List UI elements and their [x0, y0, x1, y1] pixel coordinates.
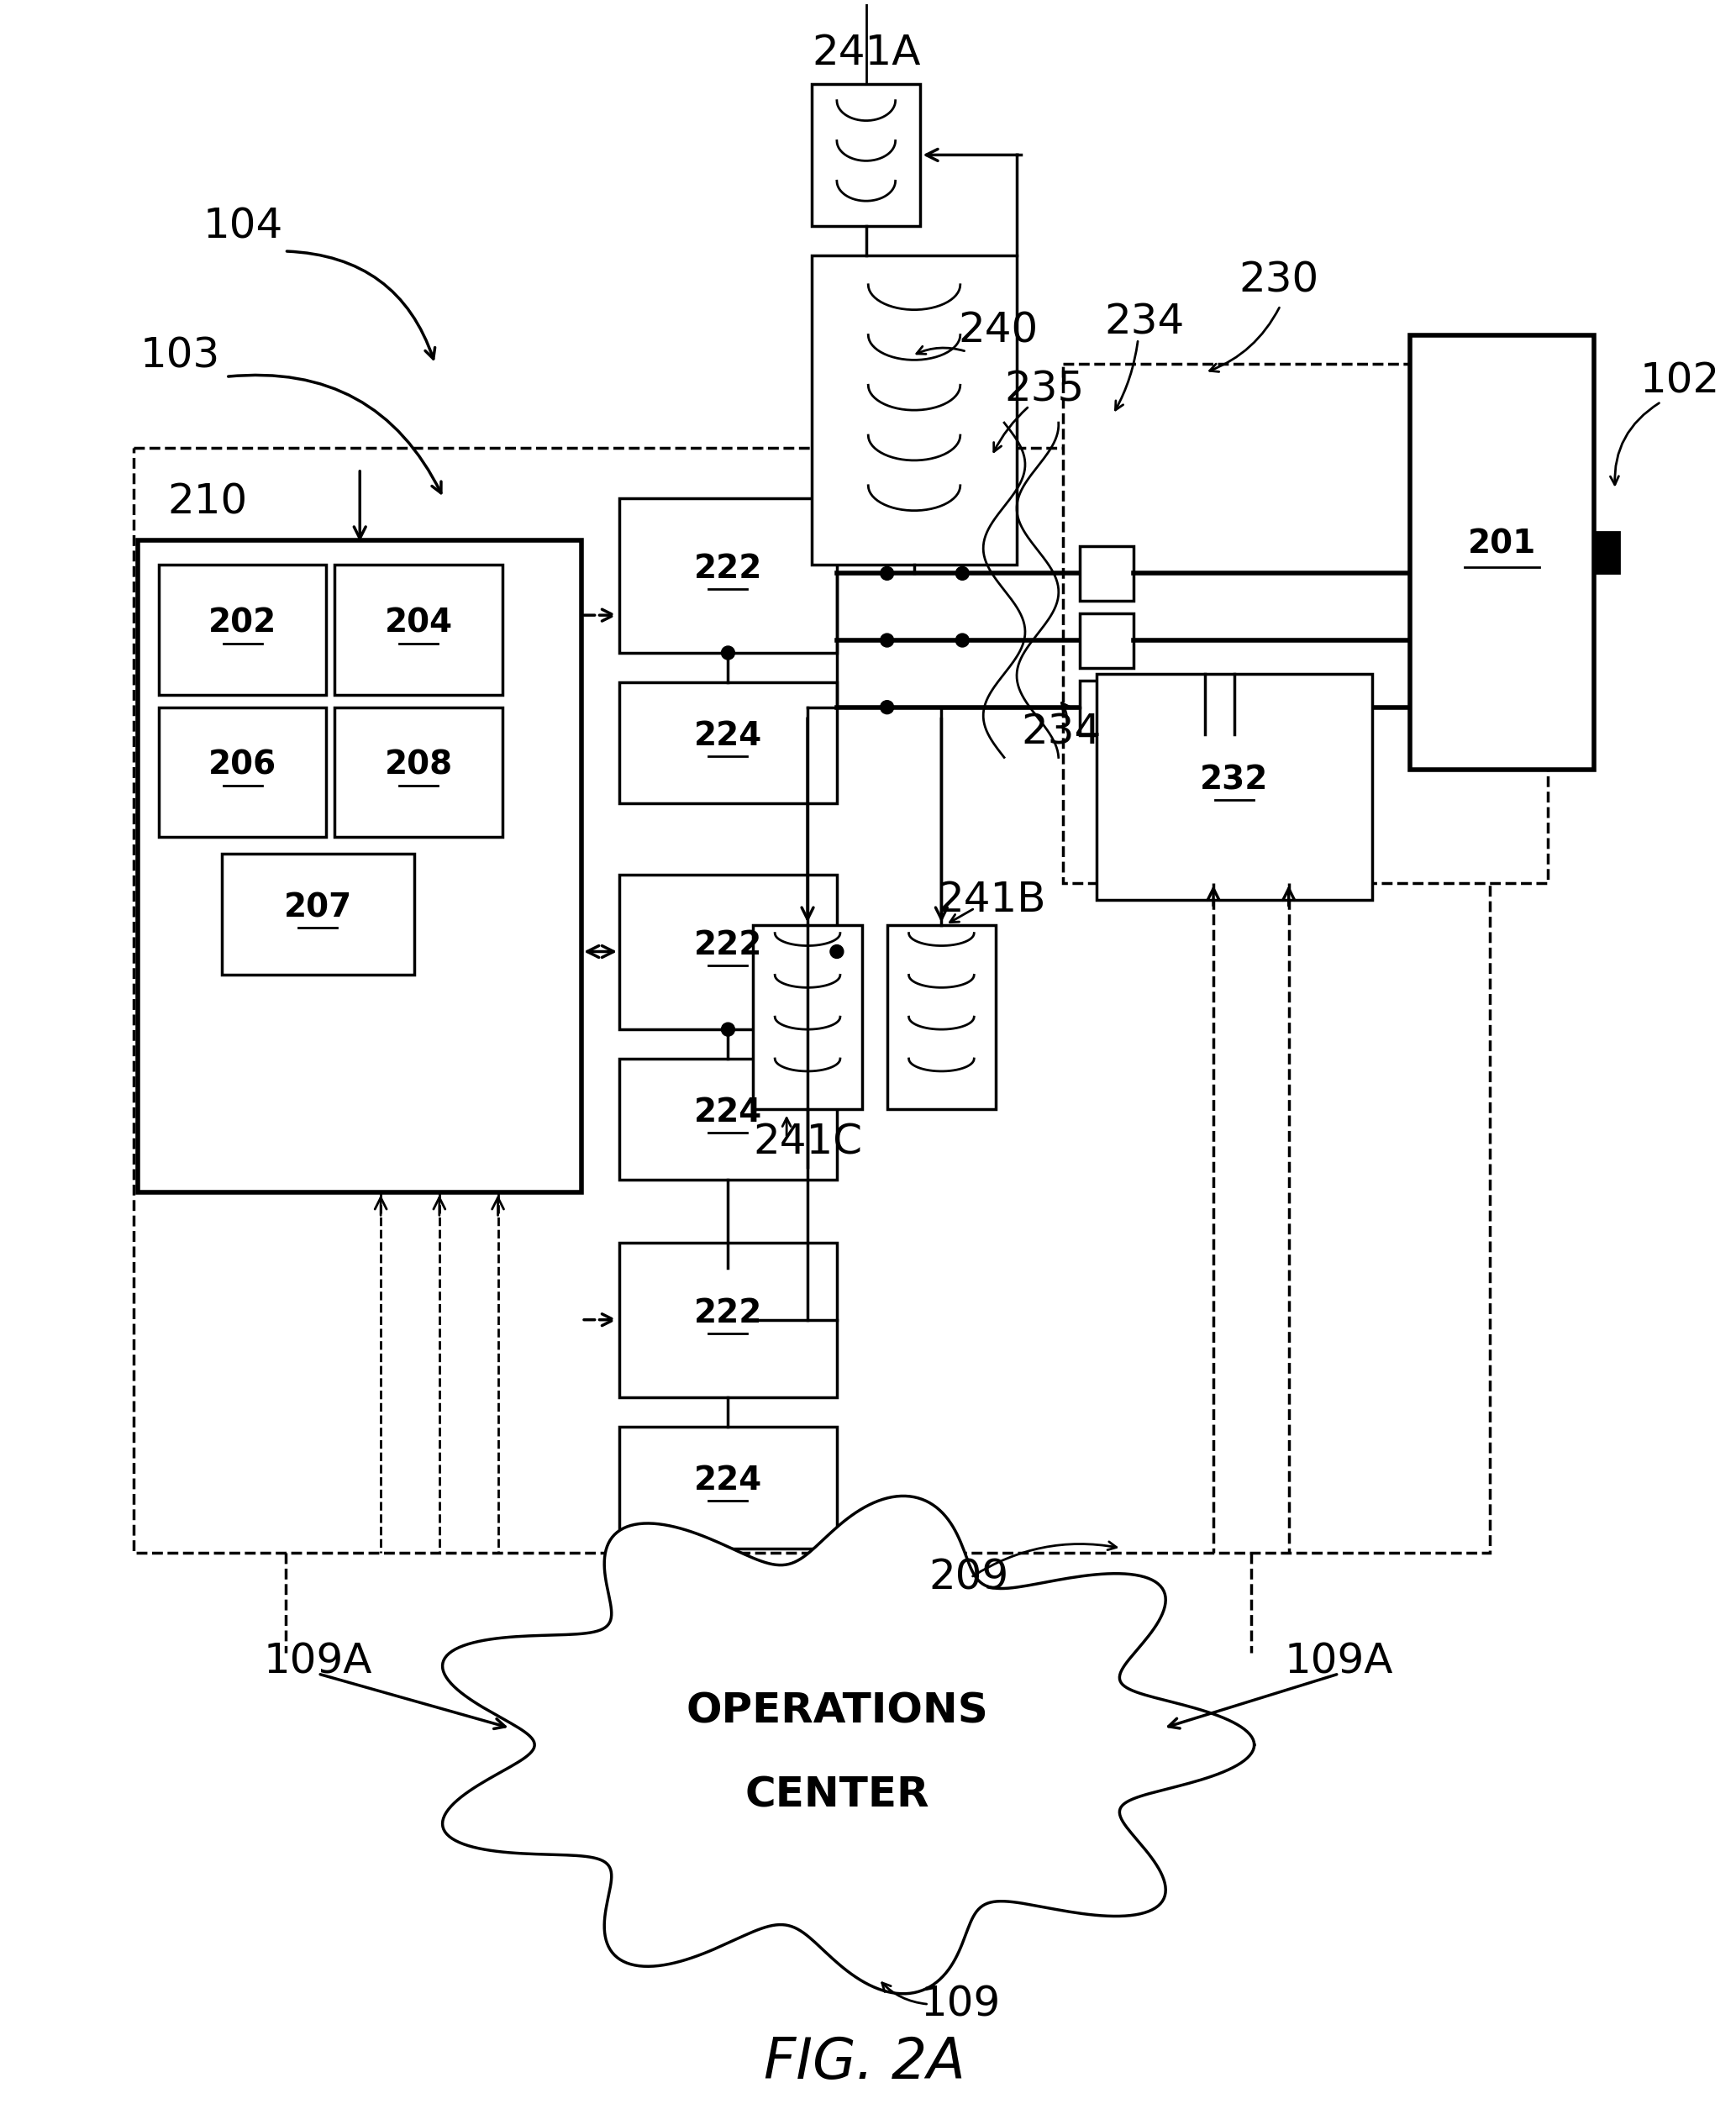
Text: 222: 222 [694, 930, 762, 962]
Text: 240: 240 [958, 310, 1038, 350]
Bar [335, 565, 502, 694]
Bar [1080, 614, 1134, 669]
Circle shape [955, 633, 969, 647]
Text: 224: 224 [694, 1097, 762, 1128]
Bar [222, 854, 415, 974]
Bar [620, 1242, 837, 1398]
Text: 208: 208 [384, 749, 453, 780]
Bar [812, 255, 1017, 565]
Text: 224: 224 [694, 1466, 762, 1497]
Circle shape [880, 567, 894, 580]
Text: 109A: 109A [264, 1641, 373, 1681]
Circle shape [830, 945, 844, 957]
Bar [160, 707, 326, 837]
Text: 230: 230 [1238, 259, 1319, 302]
Bar [1062, 365, 1549, 884]
Circle shape [955, 567, 969, 580]
Text: 222: 222 [694, 1297, 762, 1329]
Text: 103: 103 [141, 335, 220, 375]
Circle shape [722, 645, 734, 660]
Text: 224: 224 [694, 719, 762, 753]
Text: 210: 210 [167, 483, 248, 523]
Text: 206: 206 [208, 749, 276, 780]
Bar [620, 1428, 837, 1548]
Bar [160, 565, 326, 694]
Text: 234: 234 [1021, 713, 1101, 753]
Bar [134, 447, 1489, 1552]
Bar [620, 498, 837, 654]
Text: 235: 235 [1003, 369, 1085, 409]
Text: 109: 109 [920, 1985, 1000, 2025]
Bar [1095, 673, 1373, 901]
Text: 234: 234 [1104, 302, 1184, 342]
Circle shape [880, 633, 894, 647]
Bar [620, 681, 837, 804]
Text: 209: 209 [929, 1556, 1009, 1599]
Text: 109A: 109A [1285, 1641, 1394, 1681]
Polygon shape [443, 1495, 1253, 1993]
Bar [812, 84, 920, 226]
Bar [1594, 531, 1620, 574]
Bar [1080, 681, 1134, 734]
Bar [887, 926, 996, 1109]
Circle shape [880, 700, 894, 715]
Bar [139, 540, 582, 1192]
Text: 202: 202 [208, 607, 276, 639]
Text: 201: 201 [1469, 527, 1536, 561]
Text: 204: 204 [384, 607, 453, 639]
Bar [335, 707, 502, 837]
Text: OPERATIONS: OPERATIONS [686, 1691, 988, 1731]
Bar [620, 875, 837, 1029]
Circle shape [722, 1023, 734, 1036]
Text: 232: 232 [1200, 763, 1269, 795]
Bar [753, 926, 863, 1109]
Text: 241C: 241C [753, 1122, 863, 1162]
Bar [620, 1059, 837, 1181]
Text: 241A: 241A [812, 32, 920, 74]
Text: 102: 102 [1641, 361, 1720, 401]
Text: 207: 207 [285, 892, 352, 924]
Text: FIG. 2A: FIG. 2A [764, 2035, 965, 2090]
Text: 241B: 241B [937, 879, 1047, 920]
Text: 222: 222 [694, 553, 762, 584]
Bar [1080, 546, 1134, 601]
Bar [1410, 335, 1594, 770]
Text: 104: 104 [203, 207, 283, 247]
Text: CENTER: CENTER [745, 1776, 929, 1816]
